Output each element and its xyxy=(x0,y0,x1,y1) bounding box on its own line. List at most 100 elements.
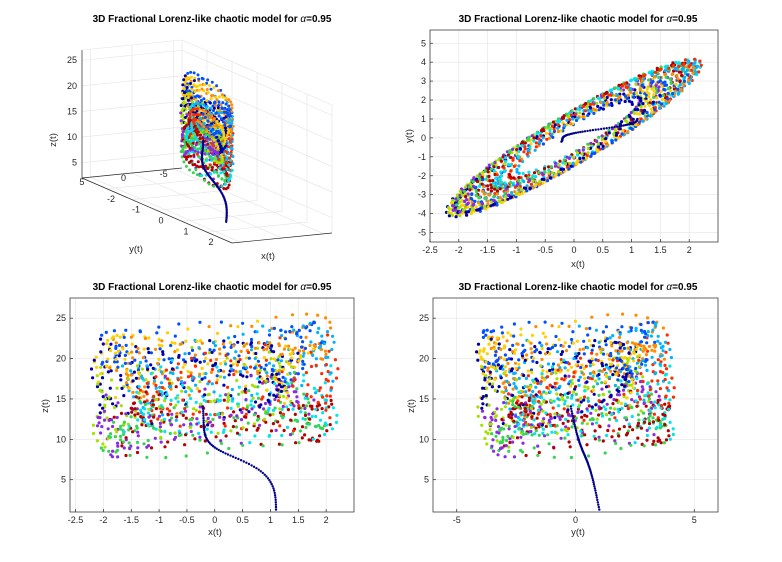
data-point xyxy=(244,428,249,432)
data-point xyxy=(555,377,559,381)
data-point xyxy=(178,424,182,428)
data-point xyxy=(486,187,490,191)
data-point xyxy=(122,335,126,339)
data-point xyxy=(631,117,635,121)
data-point xyxy=(167,357,171,361)
data-point xyxy=(609,98,613,102)
transient-point xyxy=(560,140,563,143)
data-point xyxy=(483,204,487,208)
data-point xyxy=(503,156,508,160)
data-point xyxy=(336,367,340,371)
data-point xyxy=(277,342,281,346)
data-point xyxy=(620,132,624,136)
data-point xyxy=(228,341,232,345)
data-point xyxy=(557,163,561,167)
data-point xyxy=(224,434,228,438)
data-point xyxy=(219,320,223,324)
data-point xyxy=(450,213,454,217)
data-point xyxy=(534,175,538,179)
data-point xyxy=(109,378,114,382)
data-point xyxy=(464,195,468,199)
data-point xyxy=(323,432,327,437)
data-point xyxy=(473,199,477,203)
transient-point xyxy=(202,421,205,424)
data-point xyxy=(106,370,110,374)
data-point xyxy=(282,428,286,433)
x-tick-label: 1.5 xyxy=(654,245,667,255)
data-point xyxy=(276,420,280,424)
data-point xyxy=(173,341,177,345)
data-point xyxy=(589,109,593,113)
data-point xyxy=(522,186,527,190)
data-point xyxy=(241,426,245,430)
data-point xyxy=(155,331,159,335)
data-point xyxy=(157,325,161,329)
data-point xyxy=(508,175,513,179)
data-point xyxy=(208,137,212,141)
data-point xyxy=(671,427,675,431)
data-point xyxy=(205,158,209,162)
data-point xyxy=(650,81,654,85)
data-point xyxy=(203,376,207,380)
data-point xyxy=(186,327,190,331)
data-point xyxy=(663,402,667,406)
data-point xyxy=(556,123,560,127)
data-point xyxy=(144,359,148,363)
data-point xyxy=(492,165,496,169)
data-point xyxy=(478,196,482,200)
data-point xyxy=(142,442,146,446)
data-point xyxy=(629,88,633,92)
transient-point xyxy=(581,130,584,133)
data-point xyxy=(641,119,645,123)
data-point xyxy=(493,187,497,191)
data-point xyxy=(496,363,500,367)
transient-point xyxy=(252,465,256,468)
x-tick-label: -1.5 xyxy=(480,245,496,255)
data-point xyxy=(582,339,586,343)
data-point xyxy=(224,96,228,100)
data-point xyxy=(161,413,165,417)
x-tick-label: 0.5 xyxy=(236,515,249,525)
data-point xyxy=(637,418,641,422)
data-point xyxy=(198,320,202,324)
data-point xyxy=(271,408,276,412)
x-tick-label: -2 xyxy=(107,194,115,204)
data-point xyxy=(115,368,119,373)
data-point xyxy=(511,176,516,180)
data-point xyxy=(521,343,525,347)
data-point xyxy=(286,408,290,412)
data-point xyxy=(304,425,308,430)
data-point xyxy=(143,403,147,407)
data-point xyxy=(497,342,501,346)
data-point xyxy=(219,88,223,92)
data-point xyxy=(589,411,593,415)
data-point xyxy=(277,361,281,365)
data-point xyxy=(481,170,485,174)
data-point xyxy=(475,179,480,184)
data-point xyxy=(537,399,541,404)
data-point xyxy=(512,381,516,386)
data-point xyxy=(221,101,225,105)
data-point xyxy=(202,97,206,101)
transient-point xyxy=(231,455,235,458)
data-point xyxy=(169,416,174,420)
data-point xyxy=(108,386,112,390)
data-point xyxy=(537,144,541,148)
transient-point xyxy=(618,125,621,128)
data-point xyxy=(605,433,609,438)
transient-point xyxy=(274,498,277,502)
data-point xyxy=(556,126,560,130)
data-point xyxy=(652,93,656,97)
data-point xyxy=(480,175,484,179)
data-point xyxy=(159,440,163,444)
data-point xyxy=(610,88,614,92)
data-point xyxy=(267,392,271,396)
data-point xyxy=(258,380,262,384)
data-point xyxy=(130,342,134,346)
data-point xyxy=(570,109,574,113)
data-point xyxy=(228,114,232,118)
data-point xyxy=(658,387,663,391)
data-point xyxy=(581,112,585,116)
data-point xyxy=(227,104,231,108)
data-point xyxy=(574,392,578,396)
